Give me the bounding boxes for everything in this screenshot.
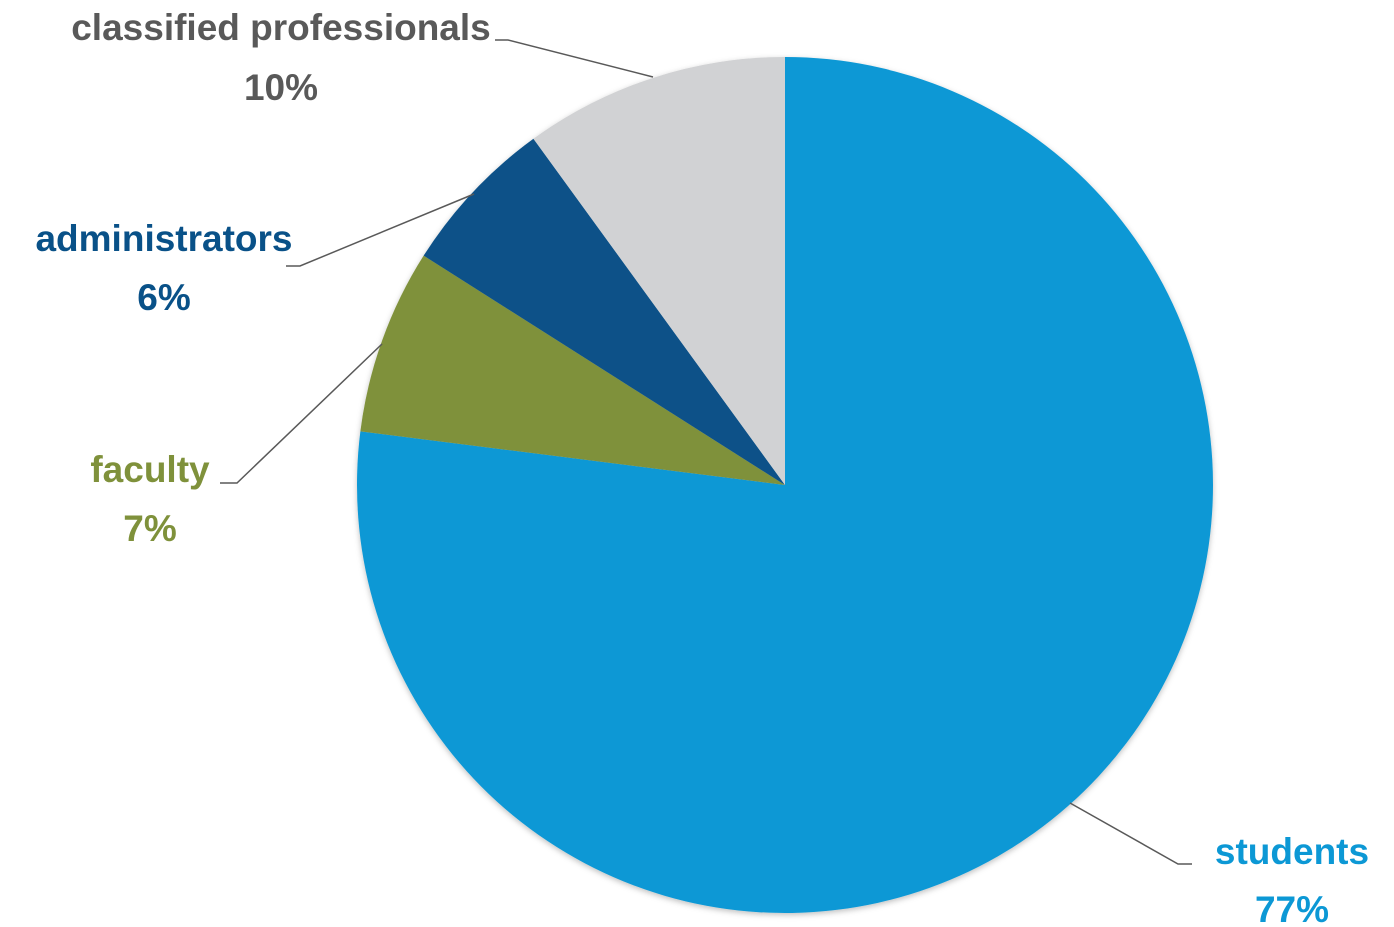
slice-label-faculty: faculty xyxy=(90,449,210,490)
pie-slice-administrators xyxy=(423,138,785,485)
leader-line-faculty xyxy=(220,343,383,484)
slice-percent-administrators: 6% xyxy=(137,277,190,318)
leader-line-students xyxy=(1069,802,1192,865)
pie-slices xyxy=(356,57,1214,913)
pie-slice-classified-professionals xyxy=(533,57,785,485)
leader-line-classified-professionals xyxy=(495,39,654,78)
leader-line-administrators xyxy=(286,193,475,267)
slice-label-classified-professionals: classified professionals xyxy=(71,7,491,48)
slice-labels: students 77% faculty 7% administrators 6% clas… xyxy=(35,7,1369,927)
slice-percent-faculty: 7% xyxy=(123,508,176,549)
slice-percent-students: 77% xyxy=(1255,889,1329,927)
pie-slice-faculty xyxy=(360,255,785,485)
slice-percent-classified-professionals: 10% xyxy=(244,67,318,108)
slice-label-administrators: administrators xyxy=(35,218,292,259)
leader-lines xyxy=(220,39,1192,865)
slice-label-students: students xyxy=(1215,831,1369,872)
